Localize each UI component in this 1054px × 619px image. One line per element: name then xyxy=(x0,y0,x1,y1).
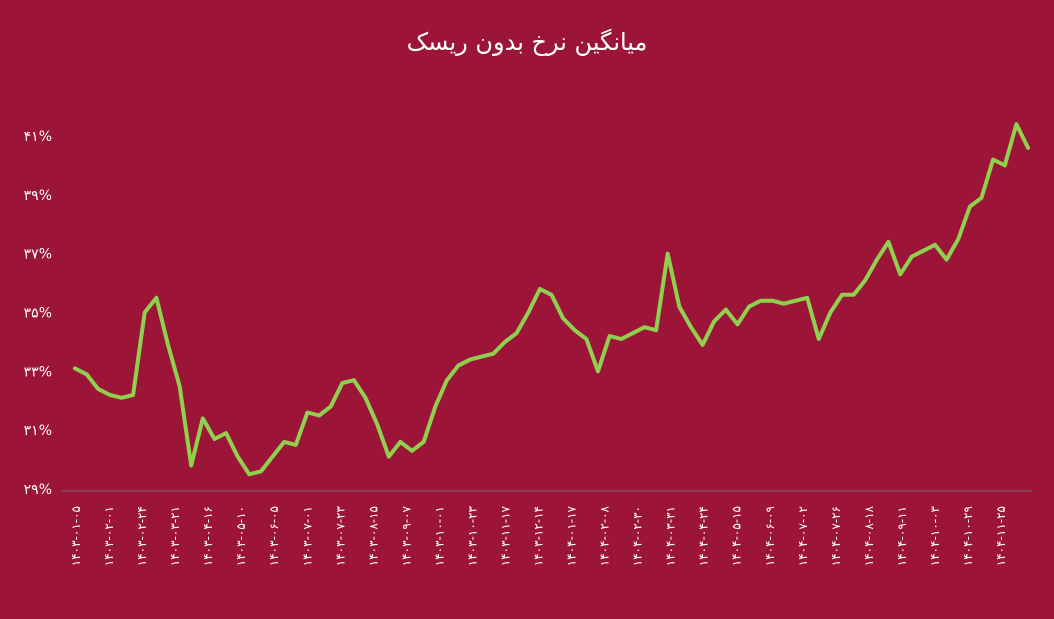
x-tick-label: ۱۴۰۳-۰۷-۲۳ xyxy=(333,505,347,566)
y-tick-label: ۳۱% xyxy=(24,423,52,439)
x-tick-label: ۱۴۰۴-۰۸-۱۸ xyxy=(862,505,876,566)
y-tick-label: ۲۹% xyxy=(24,482,52,498)
x-tick-label: ۱۴۰۴-۰۴-۲۴ xyxy=(697,506,711,566)
x-tick-label: ۱۴۰۳-۰۸-۱۵ xyxy=(366,506,380,566)
x-tick-label: ۱۴۰۴-۰۷-۰۲ xyxy=(796,506,810,566)
y-tick-label: ۳۵% xyxy=(24,306,52,322)
x-tick-label: ۱۴۰۳-۰۹-۰۷ xyxy=(399,505,413,566)
x-tick-label: ۱۴۰۴-۰۱-۱۷ xyxy=(565,505,579,566)
x-tick-label: ۱۴۰۴-۰۲-۳۰ xyxy=(631,506,645,566)
y-tick-label: ۳۷% xyxy=(24,247,52,263)
x-tick-label: ۱۴۰۴-۱۰-۰۳ xyxy=(928,505,942,566)
x-tick-label: ۱۴۰۴-۰۲-۰۸ xyxy=(598,505,612,566)
x-tick-label: ۱۴۰۴-۰۳-۳۱ xyxy=(664,506,678,566)
series-line xyxy=(73,122,1030,477)
x-tick-label: ۱۴۰۳-۰۴-۱۶ xyxy=(201,506,215,566)
y-tick-label: ۴۱% xyxy=(24,129,52,145)
x-tick-label: ۱۴۰۳-۰۶-۰۵ xyxy=(267,506,281,566)
x-tick-label: ۱۴۰۳-۰۵-۱۰ xyxy=(234,506,248,566)
x-tick-label: ۱۴۰۳-۰۷-۰۱ xyxy=(300,506,314,566)
x-tick-label: ۱۴۰۴-۱۱-۲۵ xyxy=(994,506,1008,566)
x-tick-label: ۱۴۰۴-۰۷-۲۶ xyxy=(829,506,843,566)
x-tick-label: ۱۴۰۴-۱۰-۲۹ xyxy=(961,506,975,566)
x-tick-label: ۱۴۰۴-۰۹-۱۱ xyxy=(895,506,909,566)
x-tick-label: ۱۴۰۳-۰۱-۰۵ xyxy=(69,506,83,566)
x-tick-label: ۱۴۰۳-۰۲-۰۱ xyxy=(102,506,116,566)
x-tick-label: ۱۴۰۴-۰۶-۰۹ xyxy=(763,506,777,566)
x-tick-label: ۱۴۰۳-۰۲-۲۴ xyxy=(135,506,149,566)
x-tick-label: ۱۴۰۳-۰۳-۲۱ xyxy=(168,506,182,566)
x-tick-label: ۱۴۰۳-۱۰-۰۱ xyxy=(432,506,446,566)
x-tick-label: ۱۴۰۳-۱۲-۱۴ xyxy=(532,506,546,566)
chart-title: میانگین نرخ بدون ریسک xyxy=(406,28,648,56)
y-tick-label: ۳۹% xyxy=(24,188,52,204)
x-tick-label: ۱۴۰۳-۱۰-۲۳ xyxy=(465,505,479,566)
y-tick-label: ۳۳% xyxy=(24,364,52,380)
x-tick-label: ۱۴۰۴-۰۵-۱۵ xyxy=(730,506,744,566)
x-tick-label: ۱۴۰۳-۱۱-۱۷ xyxy=(498,505,512,566)
